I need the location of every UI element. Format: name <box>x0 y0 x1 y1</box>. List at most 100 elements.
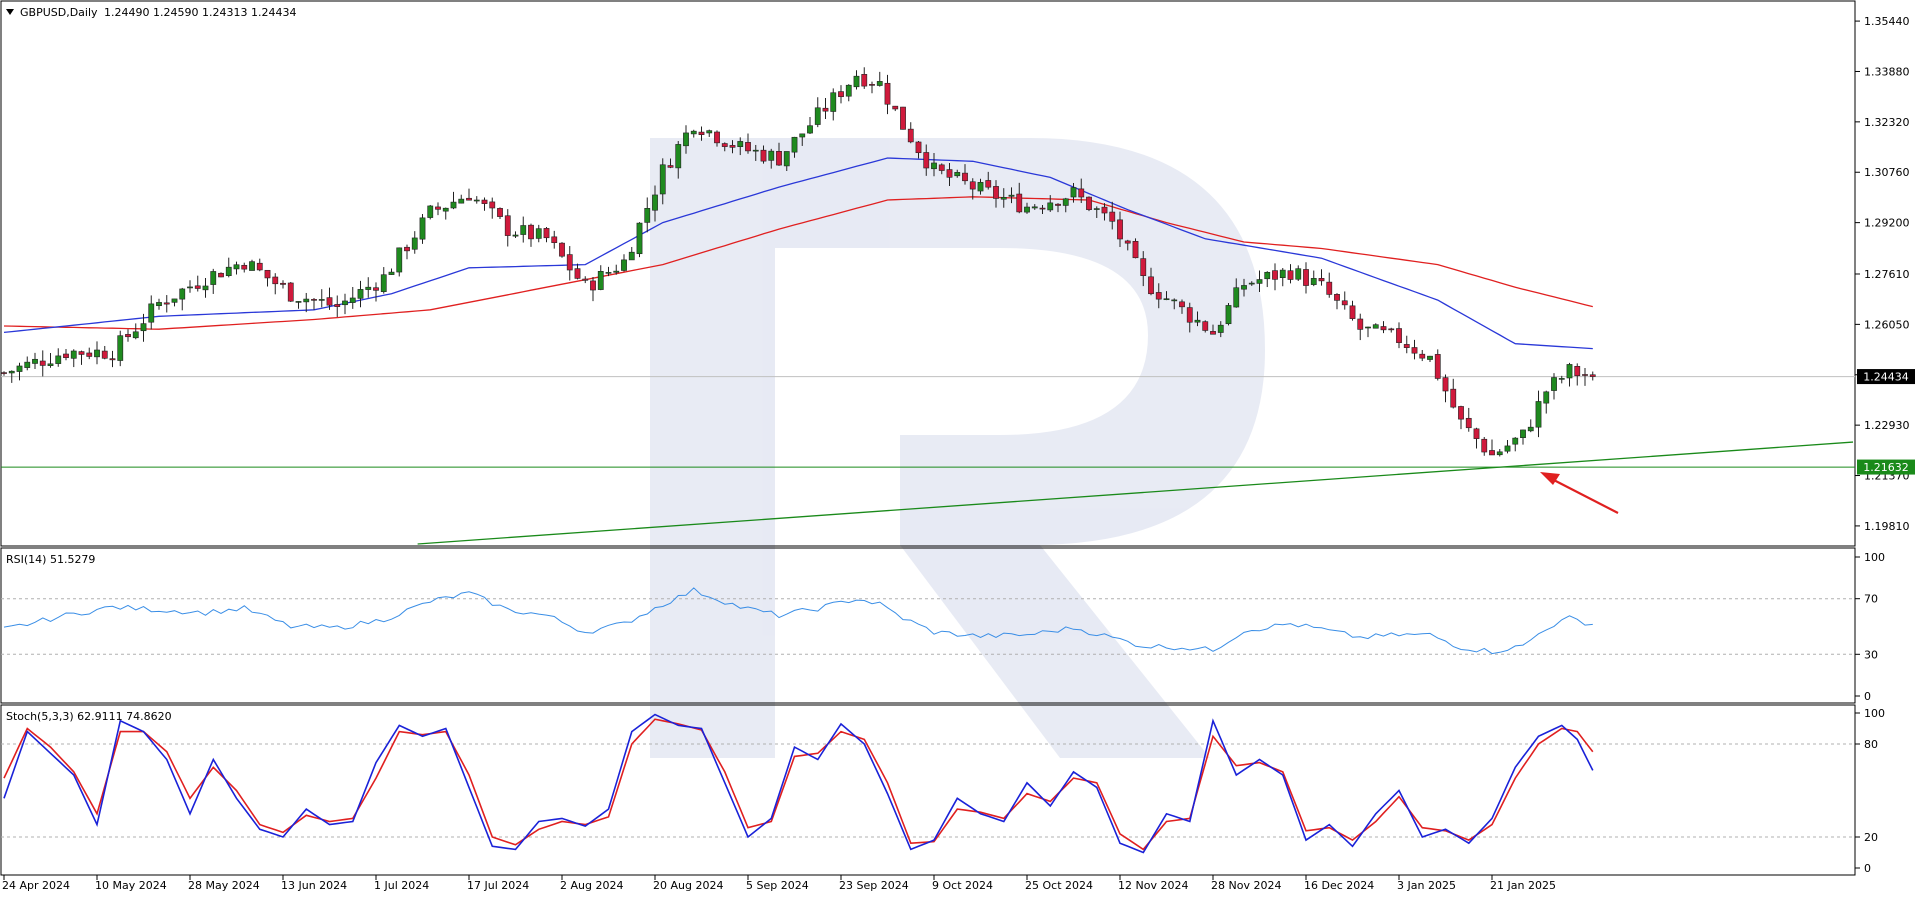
candle <box>1124 239 1131 251</box>
candle <box>86 347 93 360</box>
dropdown-triangle-icon[interactable] <box>6 9 14 15</box>
candle-body <box>1334 294 1340 301</box>
candle <box>458 194 465 204</box>
candle <box>349 286 356 309</box>
candle <box>861 67 868 89</box>
candle <box>698 126 705 141</box>
candle-body <box>1171 299 1178 302</box>
candle-body <box>1419 353 1426 359</box>
candle-body <box>504 215 511 236</box>
candle-body <box>140 323 147 332</box>
candle-body <box>1403 344 1410 348</box>
candle-body <box>1186 307 1193 323</box>
candle-body <box>8 370 15 374</box>
candle <box>63 348 69 361</box>
candle <box>1566 362 1573 387</box>
candle <box>1101 203 1108 221</box>
candle-body <box>1148 276 1154 295</box>
candle-body <box>1504 445 1511 452</box>
candle <box>1295 265 1302 282</box>
logo-stem <box>650 138 775 758</box>
candle-body <box>1341 300 1348 306</box>
candle-body <box>698 131 705 135</box>
candle <box>605 266 612 277</box>
candle <box>737 137 744 156</box>
candle <box>776 142 782 166</box>
candle <box>1279 268 1286 287</box>
rsi-tick-label: 30 <box>1864 648 1878 661</box>
candle-body <box>458 198 465 204</box>
candle <box>194 275 201 292</box>
candle-body <box>814 107 821 125</box>
price-axis: 1.35440 1.33880 1.32320 1.30760 1.29200 1.276… <box>1855 15 1910 533</box>
candle <box>535 224 542 243</box>
stoch-signal-line <box>3 718 1594 851</box>
candle-body <box>605 272 612 274</box>
candle-body <box>1388 328 1395 331</box>
candle-body <box>543 228 550 239</box>
date-tick-label: 20 Aug 2024 <box>653 879 723 892</box>
candle-body <box>171 298 178 303</box>
date-tick-label: 3 Jan 2025 <box>1397 879 1456 892</box>
current-price-tag: 1.24434 <box>1857 369 1915 385</box>
candle <box>280 280 286 289</box>
support-price-tag-text: 1.21632 <box>1863 461 1909 474</box>
candle-body <box>1551 377 1557 391</box>
candle <box>954 169 961 178</box>
candle <box>628 246 635 261</box>
candle-body <box>388 271 395 275</box>
candle-body <box>1101 206 1108 214</box>
candle <box>566 246 573 281</box>
candle-body <box>295 301 302 303</box>
candle <box>241 262 248 273</box>
candle-body <box>404 246 410 252</box>
candle-body <box>287 282 294 302</box>
date-axis: 24 Apr 2024 10 May 2024 28 May 2024 13 Jun … <box>2 875 1556 892</box>
candle <box>745 133 751 154</box>
candle <box>869 81 875 94</box>
candle <box>16 362 23 381</box>
candle <box>667 158 674 169</box>
candle <box>1210 324 1216 335</box>
candle <box>923 144 930 176</box>
candle <box>101 345 108 360</box>
candle-body <box>411 237 418 250</box>
candle <box>1140 251 1147 287</box>
candle <box>24 356 31 371</box>
candle <box>993 180 999 208</box>
candle <box>249 259 255 271</box>
candle-body <box>1000 197 1007 200</box>
candle <box>1117 211 1123 247</box>
candle <box>1427 355 1433 362</box>
arrow-shaft <box>1545 475 1619 514</box>
price-tick-label: 1.35440 <box>1864 15 1910 28</box>
candle-body <box>923 152 930 169</box>
candle-body <box>1349 305 1356 319</box>
candle-body <box>845 84 852 97</box>
candle-body <box>830 92 837 112</box>
ohlc-open: 1.24490 <box>104 6 150 19</box>
candle <box>1024 202 1030 214</box>
candle-body <box>938 164 945 171</box>
candle-body <box>187 286 193 289</box>
candle-body <box>791 136 798 153</box>
candle <box>1062 197 1069 213</box>
candle <box>652 185 658 222</box>
candle <box>419 213 426 244</box>
candle-body <box>1163 298 1170 301</box>
candle <box>311 298 317 310</box>
candle-body <box>380 274 387 292</box>
candle <box>1349 300 1356 321</box>
candle-body <box>1202 321 1209 331</box>
candle-body <box>1217 324 1224 333</box>
candle <box>1132 238 1139 259</box>
candle-body <box>969 181 976 190</box>
candle <box>985 171 992 190</box>
candle <box>962 164 968 185</box>
candle <box>1574 363 1581 386</box>
candle-body <box>55 355 62 364</box>
ascending-trendline[interactable] <box>417 441 1854 545</box>
candle-body <box>1210 331 1216 335</box>
candle <box>559 242 565 258</box>
candle <box>1256 270 1263 293</box>
